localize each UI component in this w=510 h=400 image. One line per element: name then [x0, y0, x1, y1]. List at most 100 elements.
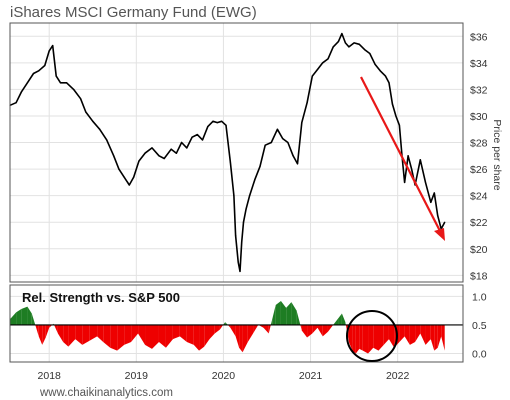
rs-area-negative — [204, 324, 210, 347]
y-tick-label: $22 — [470, 217, 488, 229]
rs-area-negative — [359, 324, 363, 351]
rs-area-negative — [117, 324, 125, 351]
price-point — [398, 124, 401, 126]
rs-area-negative — [388, 324, 395, 348]
rs-area-negative — [430, 324, 435, 351]
rs-area-positive — [338, 313, 342, 325]
rs-area-negative — [368, 324, 374, 354]
price-point — [292, 155, 294, 157]
price-point — [374, 63, 376, 65]
price-point — [20, 91, 22, 93]
price-point — [15, 102, 17, 104]
price-line-layer — [9, 32, 446, 273]
rs-area-negative — [49, 324, 53, 328]
price-point — [245, 208, 247, 210]
rs-area-negative — [263, 324, 269, 334]
price-point — [99, 128, 101, 130]
rs-area-negative — [230, 324, 236, 337]
price-point — [270, 141, 272, 144]
rs-area-negative — [242, 324, 248, 353]
x-tick-label: 2020 — [212, 370, 236, 382]
rs-area-negative — [409, 324, 416, 345]
price-point — [26, 82, 29, 84]
rs-area-positive — [16, 308, 22, 325]
rs-area-negative — [193, 324, 200, 351]
price-point — [170, 148, 172, 150]
price-point — [276, 128, 279, 130]
rs-y-ticks: 0.0 0.5 1.0 — [472, 291, 487, 360]
price-point — [404, 181, 406, 183]
x-tick-label: 2022 — [386, 370, 410, 382]
rs-area-negative — [378, 324, 384, 351]
rs-area-negative — [235, 324, 240, 348]
price-point — [191, 136, 193, 138]
rs-area-positive — [286, 302, 292, 325]
price-point — [419, 159, 421, 161]
price-point — [259, 165, 261, 168]
rs-area-negative — [348, 324, 353, 351]
price-point — [233, 195, 235, 197]
price-point — [186, 147, 188, 149]
price-point — [113, 155, 115, 157]
price-point — [181, 141, 183, 144]
rs-area-positive — [296, 310, 301, 325]
price-point — [85, 111, 87, 113]
rs-area-negative — [219, 324, 224, 330]
price-point — [379, 70, 381, 72]
price-point — [163, 157, 165, 160]
price-point — [66, 82, 68, 84]
price-point — [344, 42, 346, 44]
price-point — [242, 221, 245, 223]
price-point — [38, 70, 40, 72]
rs-area-negative — [103, 324, 111, 348]
rs-area-negative — [317, 324, 323, 337]
x-tick-label: 2021 — [299, 370, 323, 382]
source-url: www.chaikinanalytics.com — [39, 387, 173, 399]
main-grid — [10, 23, 463, 282]
price-point — [158, 155, 160, 157]
rs-area-positive — [272, 304, 276, 325]
rs-plot-frame — [9, 284, 464, 363]
price-point — [264, 144, 266, 146]
rs-area-positive — [280, 300, 287, 325]
price-point — [216, 122, 218, 124]
price-point — [358, 43, 360, 45]
y-tick-label: $30 — [470, 111, 488, 123]
rs-area-negative — [110, 324, 118, 351]
price-point — [128, 184, 130, 186]
trend-arrow — [360, 76, 445, 241]
rs-area-negative — [151, 324, 159, 349]
rs-area-negative — [441, 324, 445, 351]
rs-area-negative — [97, 324, 104, 343]
rs-area-negative — [258, 324, 264, 328]
price-point — [391, 103, 394, 105]
price-point — [44, 64, 46, 67]
rs-area-positive — [275, 300, 281, 325]
rs-area-positive — [270, 319, 273, 325]
rs-area-negative — [434, 324, 438, 351]
highlight-circle — [346, 310, 398, 362]
price-point — [138, 160, 140, 162]
price-point — [151, 147, 153, 149]
price-point — [239, 270, 241, 272]
y-tick-label: $26 — [470, 164, 488, 176]
price-point — [395, 115, 397, 117]
price-point — [363, 48, 366, 51]
rs-area-negative — [399, 324, 405, 343]
price-point — [430, 201, 432, 203]
rs-area-negative — [307, 324, 313, 338]
price-point — [92, 120, 94, 122]
rs-title: Rel. Strength vs. S&P 500 — [22, 290, 180, 305]
price-point — [341, 33, 343, 35]
rs-area-negative — [373, 324, 379, 351]
price-point — [311, 75, 313, 77]
price-point — [306, 102, 308, 104]
x-ticks: 2018 2019 2020 2021 2022 — [38, 370, 410, 382]
rs-area-positive — [223, 322, 226, 325]
price-point — [48, 50, 50, 52]
price-point — [248, 195, 251, 197]
rs-area-negative — [352, 324, 356, 354]
price-point — [59, 82, 62, 84]
rs-area-negative — [45, 324, 50, 338]
rs-area-negative — [138, 324, 146, 345]
